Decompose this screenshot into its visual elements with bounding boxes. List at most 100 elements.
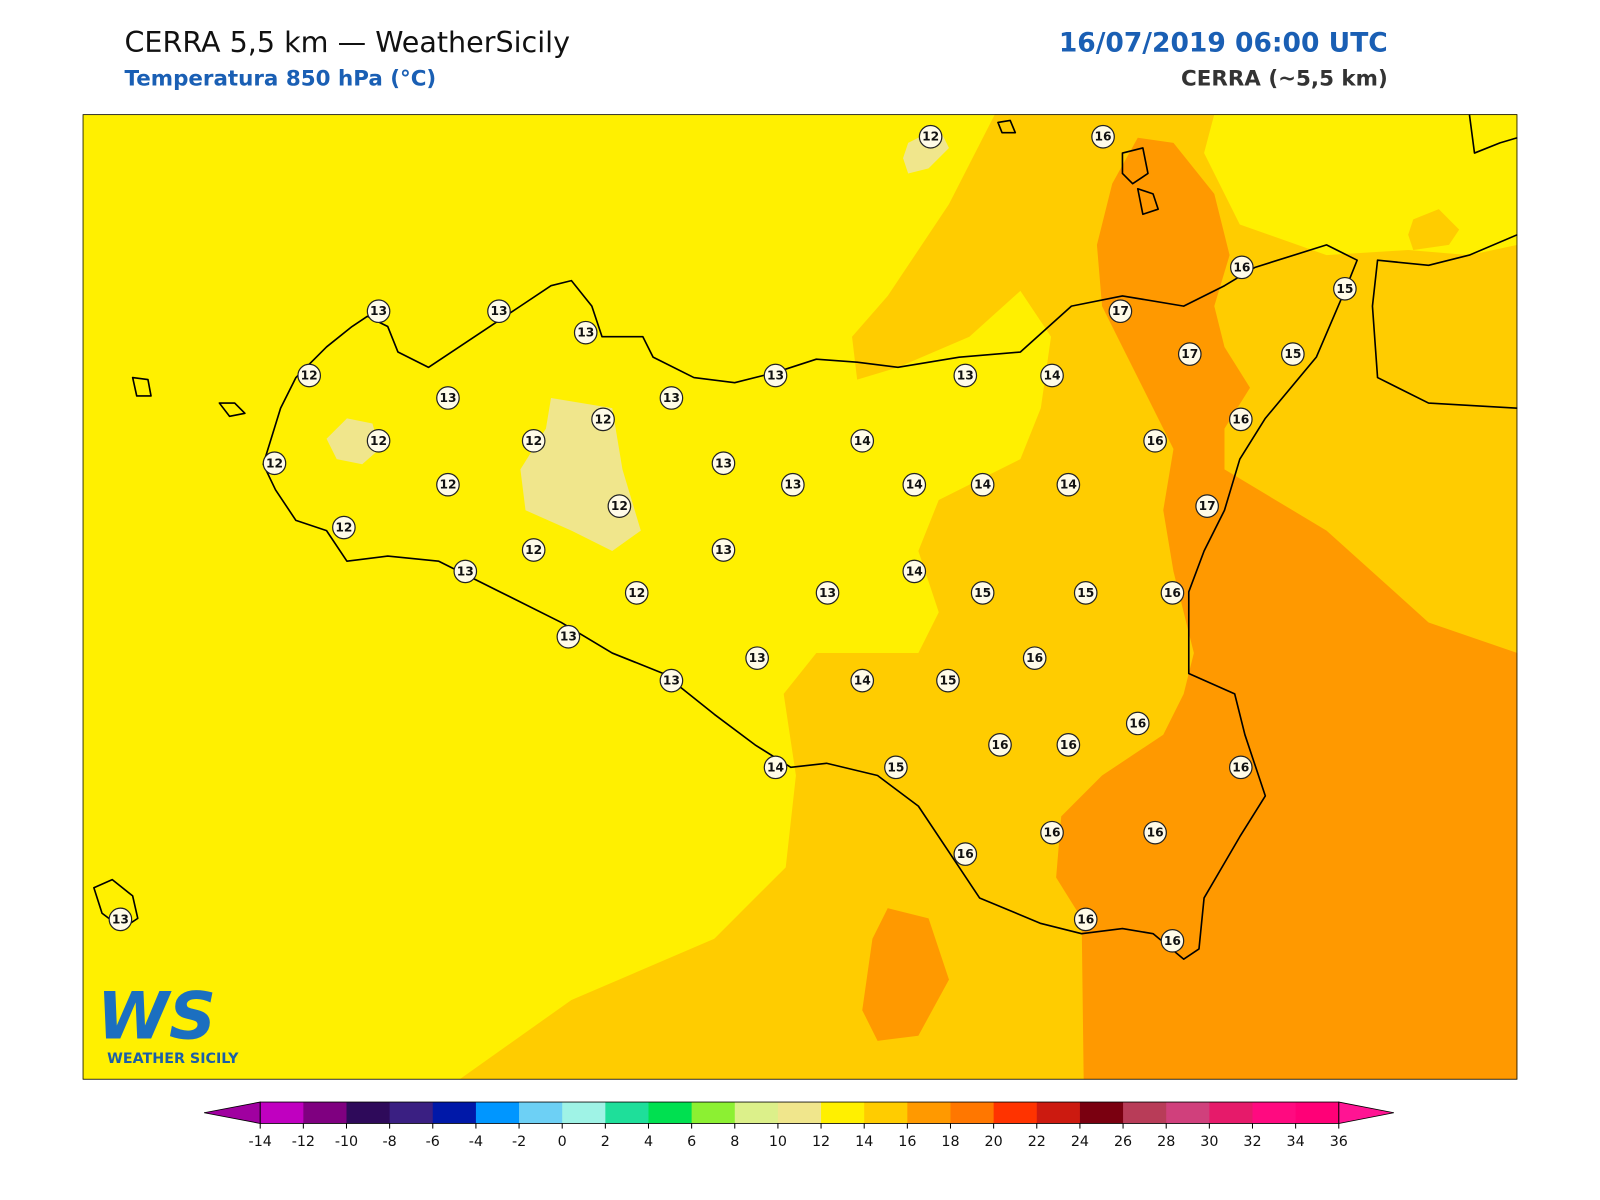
station-value: 14 bbox=[767, 760, 784, 774]
colorbar-over bbox=[1338, 1101, 1394, 1124]
colorbar-bin bbox=[432, 1102, 477, 1124]
station-value: 16 bbox=[991, 738, 1008, 752]
station-marker bbox=[1143, 428, 1167, 453]
station-value: 16 bbox=[1147, 434, 1164, 448]
station-value: 16 bbox=[957, 847, 974, 861]
station-value: 14 bbox=[1044, 369, 1061, 383]
station-value: 13 bbox=[370, 304, 387, 318]
colorbar-tick-label: 34 bbox=[1287, 1134, 1305, 1150]
field bbox=[326, 418, 380, 465]
colorbar-tick-label: 8 bbox=[730, 1134, 739, 1150]
field bbox=[1423, 255, 1518, 312]
station-marker bbox=[487, 299, 511, 324]
station-value: 12 bbox=[525, 543, 542, 557]
station-value: 17 bbox=[1181, 347, 1198, 361]
colorbar-tick-label: 18 bbox=[941, 1134, 959, 1150]
station-marker bbox=[815, 581, 840, 605]
station-marker bbox=[970, 581, 995, 605]
station-marker bbox=[297, 363, 322, 388]
station-marker bbox=[1228, 755, 1253, 780]
station-marker bbox=[607, 494, 632, 518]
colorbar-tick-label: -10 bbox=[335, 1134, 358, 1150]
colorbar-tick-label: 6 bbox=[687, 1134, 696, 1150]
title: CERRA 5,5 km — WeatherSicily bbox=[124, 25, 570, 59]
station-marker bbox=[108, 907, 133, 932]
colorbar-bin bbox=[1036, 1102, 1081, 1124]
logo-mark: WS bbox=[97, 978, 216, 1054]
station-marker bbox=[988, 733, 1012, 757]
colorbar-bin bbox=[605, 1102, 649, 1124]
station-value: 15 bbox=[974, 586, 991, 600]
colorbar-tick-label: 16 bbox=[898, 1134, 916, 1150]
station-value: 12 bbox=[301, 369, 318, 383]
colorbar-bin bbox=[864, 1102, 908, 1124]
colorbar-tick-label: 0 bbox=[558, 1134, 567, 1150]
colorbar-bin bbox=[777, 1102, 822, 1124]
station-value: 12 bbox=[370, 434, 387, 448]
colorbar-bin bbox=[346, 1102, 391, 1124]
colorbar-tick-label: -2 bbox=[512, 1134, 526, 1150]
field bbox=[1408, 209, 1460, 250]
field bbox=[862, 908, 949, 1041]
station-marker bbox=[521, 428, 546, 453]
station-value: 13 bbox=[439, 391, 456, 405]
station-marker bbox=[711, 538, 736, 562]
colorbar-bin bbox=[950, 1102, 995, 1124]
colorbar-tick-label: -4 bbox=[469, 1134, 483, 1150]
station-marker bbox=[436, 472, 460, 497]
colorbar-tick-label: 10 bbox=[769, 1134, 787, 1150]
colorbar-tick-label: 26 bbox=[1114, 1134, 1132, 1150]
station-marker bbox=[556, 624, 581, 649]
station-marker bbox=[1108, 299, 1133, 324]
colorbar-tick-label: 14 bbox=[855, 1134, 873, 1150]
station-value: 16 bbox=[1164, 934, 1181, 948]
station-value: 16 bbox=[1147, 826, 1164, 840]
station-value: 15 bbox=[887, 760, 904, 774]
station-value: 16 bbox=[1164, 586, 1181, 600]
station-marker bbox=[1195, 494, 1219, 518]
station-value: 16 bbox=[1026, 651, 1043, 665]
stations: 12 16 16 15 13 13 13 17 12 17 15 13 13 13 13 14 12 16 12 12… bbox=[108, 124, 1357, 953]
colorbar-bin bbox=[260, 1102, 304, 1124]
station-marker bbox=[591, 407, 615, 432]
station-value: 12 bbox=[335, 521, 352, 535]
station-marker bbox=[1022, 646, 1047, 670]
station-marker bbox=[850, 428, 875, 453]
station-value: 13 bbox=[767, 369, 784, 383]
station-value: 15 bbox=[1077, 586, 1094, 600]
station-marker bbox=[366, 299, 391, 324]
station-marker bbox=[1125, 711, 1150, 736]
station-value: 13 bbox=[819, 586, 836, 600]
station-marker bbox=[1143, 820, 1167, 845]
station-value: 14 bbox=[1060, 478, 1077, 492]
station-marker bbox=[1040, 363, 1064, 388]
station-value: 13 bbox=[560, 630, 577, 644]
station-marker bbox=[436, 386, 460, 410]
coastline bbox=[1371, 233, 1518, 409]
station-value: 14 bbox=[854, 434, 871, 448]
colorbar-bin bbox=[562, 1102, 606, 1124]
station-value: 12 bbox=[595, 412, 612, 426]
station-value: 17 bbox=[1199, 499, 1216, 513]
station-marker bbox=[745, 646, 769, 670]
station-value: 13 bbox=[112, 912, 129, 926]
colorbar-bin bbox=[821, 1102, 865, 1124]
station-marker bbox=[1091, 124, 1115, 149]
station-value: 13 bbox=[663, 391, 680, 405]
station-marker bbox=[953, 363, 978, 388]
station-value: 15 bbox=[1284, 347, 1301, 361]
colorbar-bin bbox=[1079, 1102, 1124, 1124]
station-value: 13 bbox=[715, 456, 732, 470]
station-value: 16 bbox=[1232, 412, 1249, 426]
colorbar-under bbox=[204, 1101, 261, 1124]
colorbar-bin bbox=[1295, 1102, 1340, 1124]
colorbar-tick-label: -6 bbox=[426, 1134, 440, 1150]
colorbar-tick-label: 4 bbox=[644, 1134, 653, 1150]
station-marker bbox=[1230, 255, 1254, 280]
station-marker bbox=[1333, 276, 1357, 301]
station-value: 16 bbox=[1077, 912, 1094, 926]
station-value: 16 bbox=[1060, 738, 1077, 752]
colorbar-bin bbox=[734, 1102, 779, 1124]
station-marker bbox=[624, 581, 649, 605]
